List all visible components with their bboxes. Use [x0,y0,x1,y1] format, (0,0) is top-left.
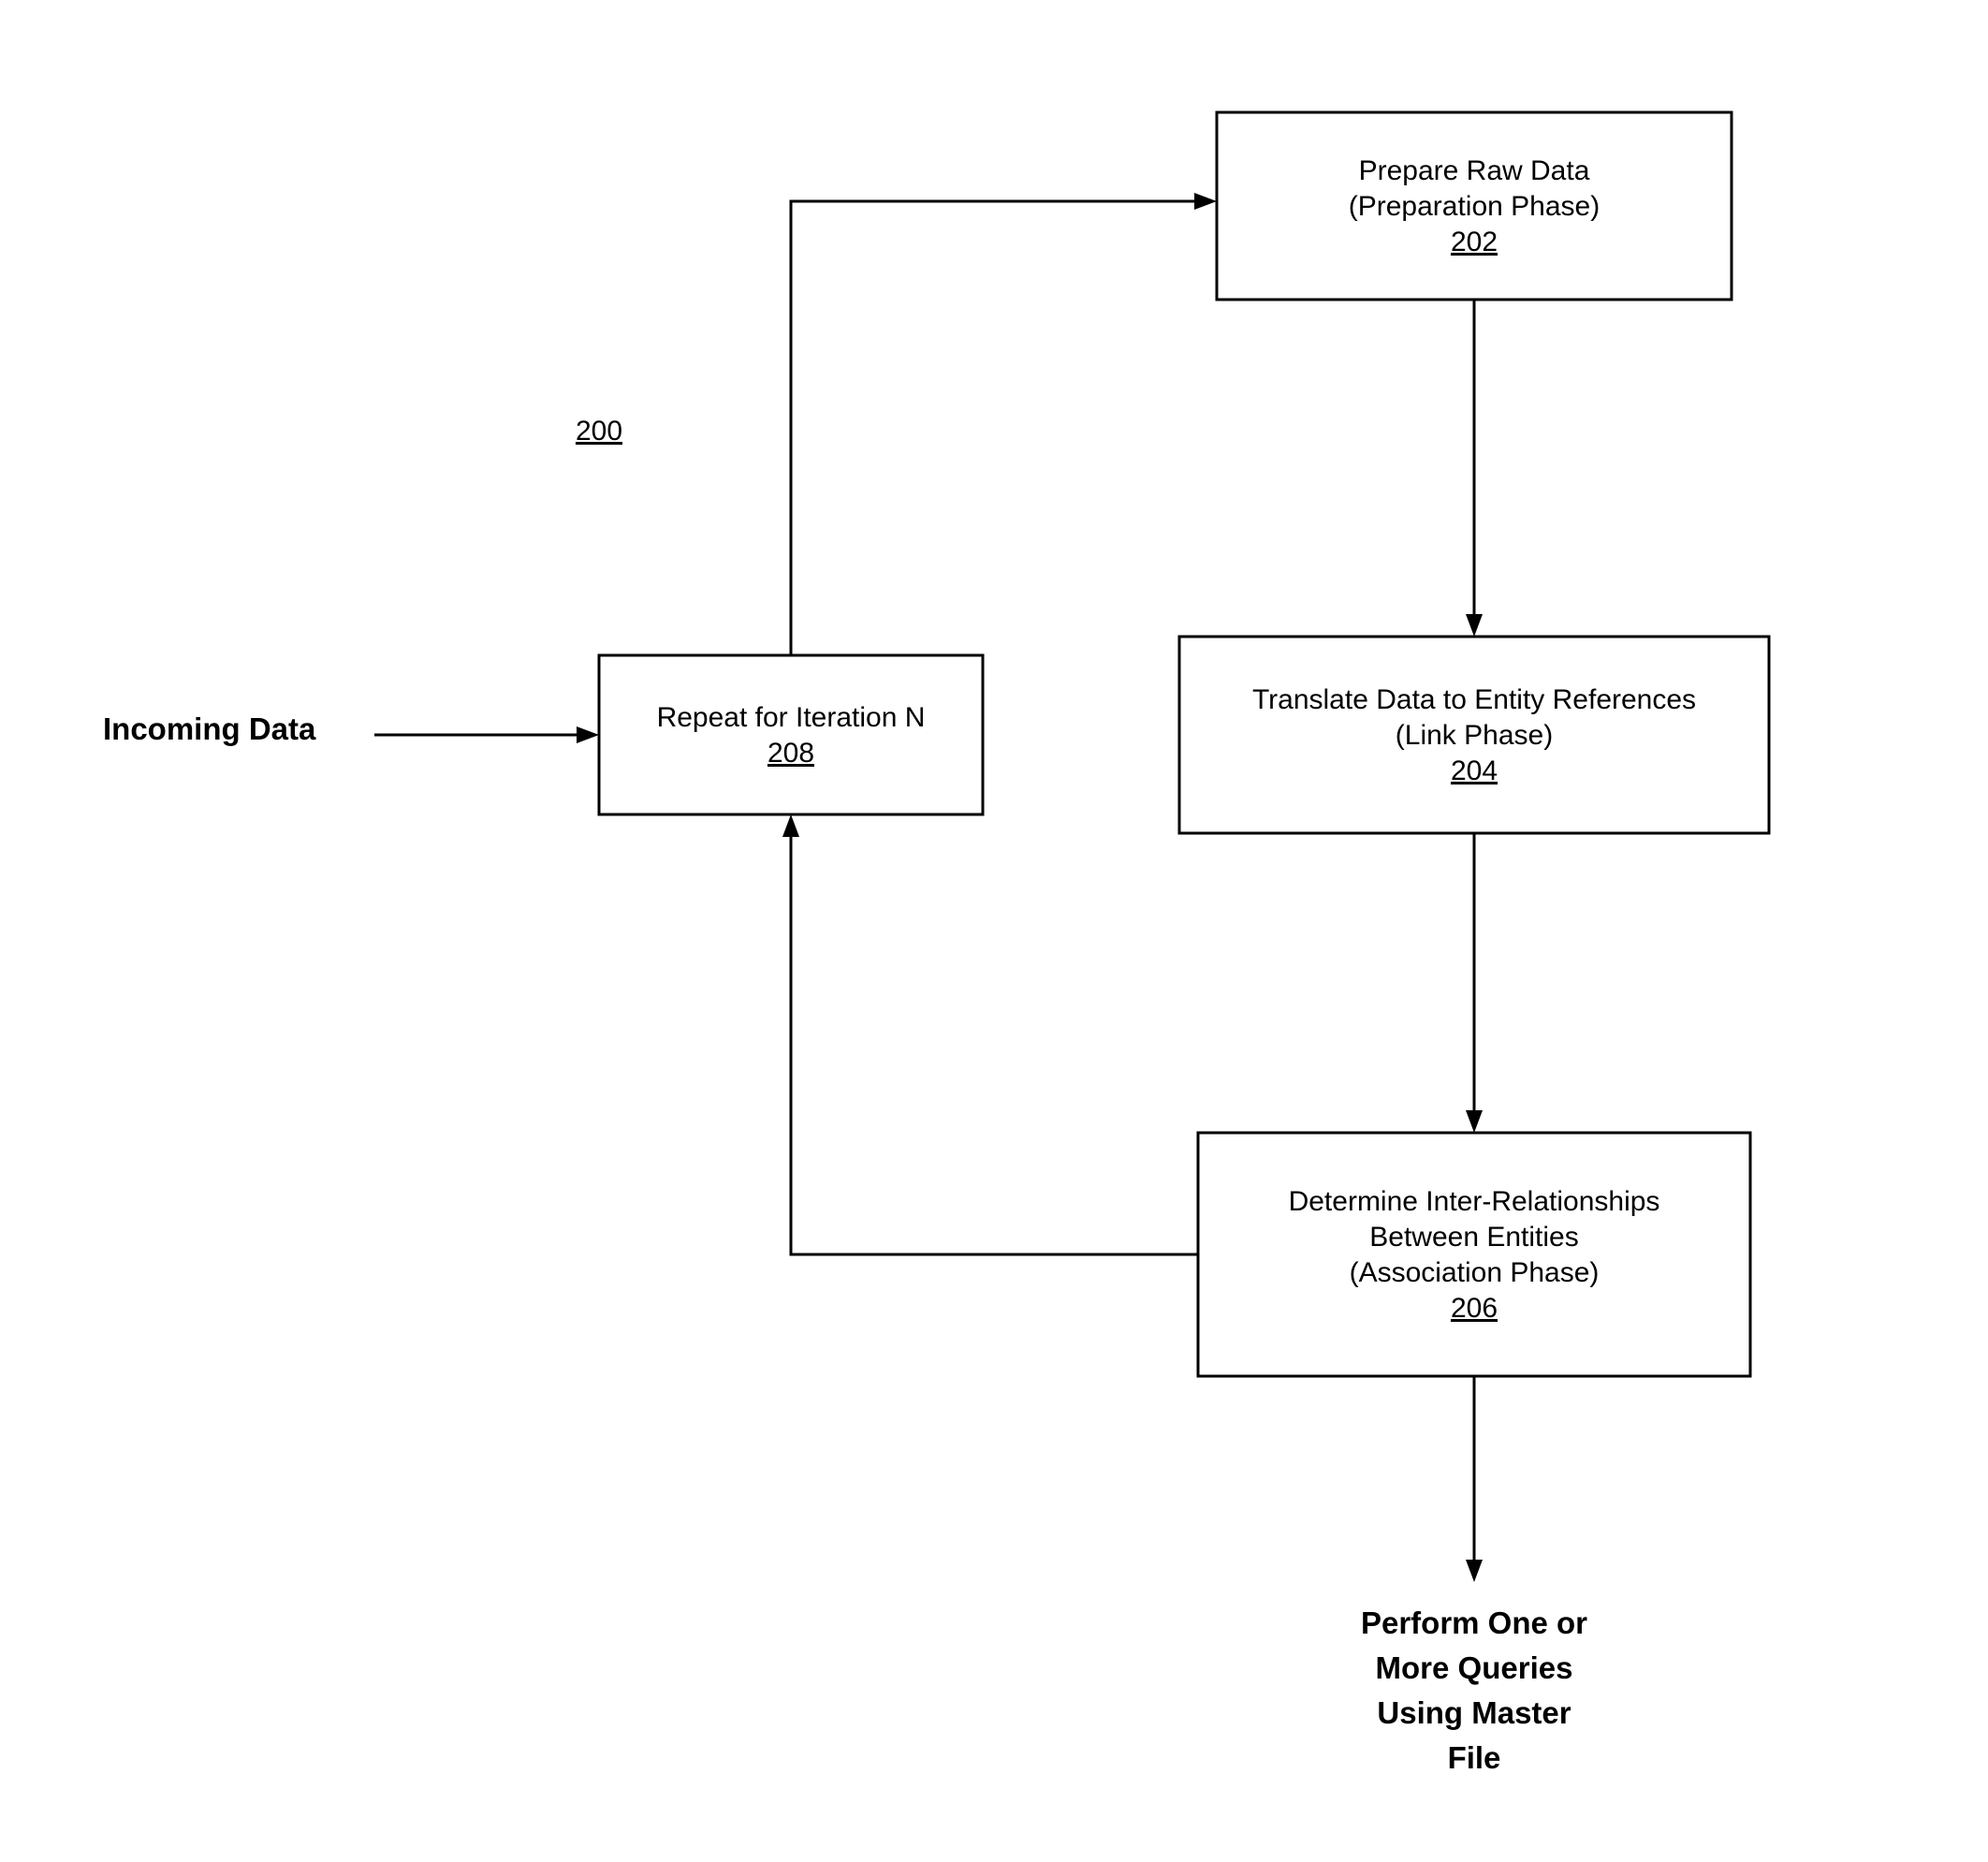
incoming-data-label: Incoming Data [103,711,316,746]
diagram-ref-label: 200 [576,416,622,447]
node-n206-line-1: Between Entities [1369,1222,1578,1253]
output-label-line-3: File [1448,1740,1501,1775]
node-n208-ref: 208 [767,738,814,769]
output-label-line-1: More Queries [1376,1650,1573,1685]
node-n206-line-2: (Association Phase) [1350,1257,1600,1288]
node-n206-ref: 206 [1451,1293,1498,1324]
node-n208: Repeat for Iteration N 208 [599,655,983,814]
output-label-line-0: Perform One or [1361,1605,1587,1640]
output-label-line-2: Using Master [1377,1695,1571,1730]
node-n204-line-0: Translate Data to Entity References [1252,684,1696,715]
node-n202-line-1: (Preparation Phase) [1349,191,1600,222]
node-n206-line-0: Determine Inter-Relationships [1289,1186,1660,1217]
node-n208-line-0: Repeat for Iteration N [657,702,926,733]
node-n206: Determine Inter-Relationships Between Ent… [1198,1133,1750,1376]
node-n204-ref: 204 [1451,755,1498,786]
node-n202-line-0: Prepare Raw Data [1359,155,1590,186]
node-n204: Translate Data to Entity References (Link… [1179,637,1769,833]
node-n204-line-1: (Link Phase) [1396,720,1553,751]
flowchart-diagram: Prepare Raw Data (Preparation Phase) 202 Tr… [0,0,1988,1862]
node-n202-ref: 202 [1451,227,1498,257]
node-n202: Prepare Raw Data (Preparation Phase) 202 [1217,112,1732,300]
